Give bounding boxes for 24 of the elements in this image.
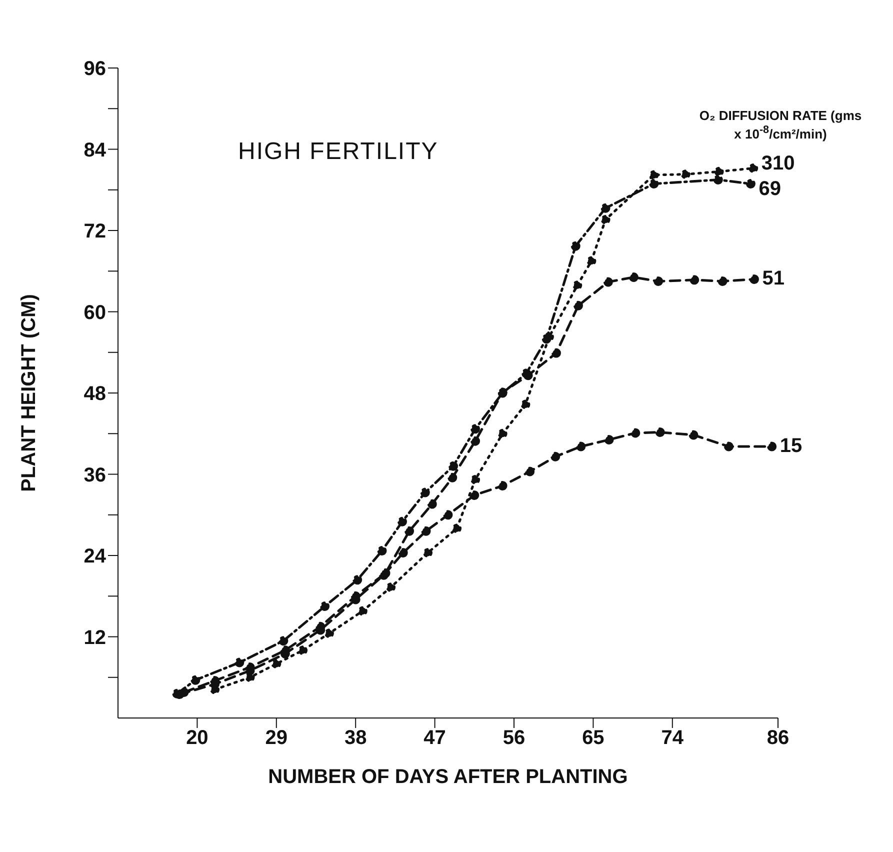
y-tick-label: 84 — [84, 139, 107, 162]
y-tick-label: 60 — [84, 302, 106, 324]
series-label: 51 — [762, 268, 784, 290]
y-tick-label: 36 — [84, 464, 106, 486]
series-label: 310 — [761, 152, 795, 174]
x-tick-label: 29 — [265, 727, 288, 750]
x-tick-label: 86 — [766, 727, 790, 750]
x-tick-label: 47 — [424, 727, 446, 750]
series-label: 15 — [780, 434, 802, 457]
y-axis-title: PLANT HEIGHT (CM) — [18, 294, 40, 492]
y-tick-label: 24 — [84, 546, 107, 568]
x-tick-label: 38 — [344, 727, 367, 750]
y-tick-label: 12 — [84, 626, 106, 649]
y-tick-label: 96 — [84, 58, 106, 80]
x-tick-label: 56 — [502, 727, 526, 750]
y-tick-label: 48 — [84, 383, 106, 406]
series-label: 69 — [758, 178, 781, 200]
x-tick-label: 65 — [582, 727, 604, 750]
x-tick-label: 20 — [186, 727, 208, 750]
text: HIGH FERTILITY — [238, 138, 438, 166]
x-tick-label: 74 — [661, 727, 684, 750]
y-tick-label: 72 — [84, 220, 106, 243]
legend-title: O₂ DIFFUSION RATE (gms x 10$^{-8}$/cm²/min) — [698, 108, 863, 142]
x-axis-title: NUMBER OF DAYS AFTER PLANTING — [268, 766, 628, 788]
